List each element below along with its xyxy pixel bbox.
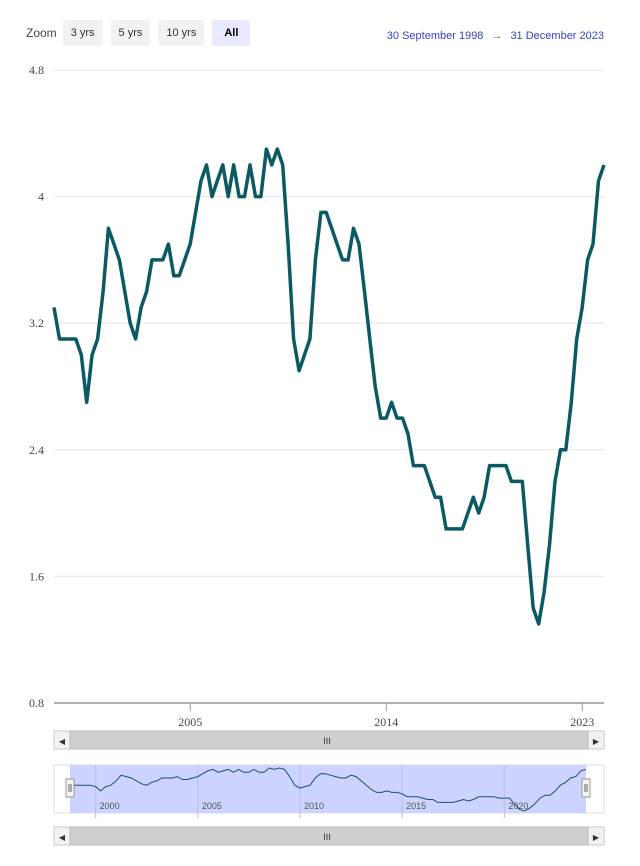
zoom-toolbar: Zoom 3 yrs 5 yrs 10 yrs All — [26, 19, 258, 47]
navigator[interactable]: 2000 2005 2010 2015 2020 — [53, 764, 605, 818]
navigator-scroll-left-arrow[interactable]: ◀ — [59, 833, 66, 842]
navigator-selection[interactable] — [70, 765, 586, 813]
scroll-left-arrow[interactable]: ◀ — [59, 737, 66, 746]
range-arrow: → — [491, 30, 503, 42]
navigator-scrollbar[interactable]: III ◀ ▶ — [53, 826, 605, 846]
navigator-scroll-right-arrow[interactable]: ▶ — [593, 833, 600, 842]
navigator-scrollbar-thumb[interactable] — [69, 826, 589, 846]
navigator-tick-label: 2020 — [508, 801, 528, 811]
scrollbar-thumb[interactable] — [69, 730, 589, 750]
date-range: 30 September 1998 → 31 December 2023 — [387, 30, 604, 42]
y-tick-label: 3.2 — [29, 316, 44, 330]
navigator-tick-label: 2010 — [304, 801, 324, 811]
navigator-scrollbar-grip: III — [323, 832, 331, 842]
y-tick-label: 4 — [38, 190, 44, 204]
range-from[interactable]: 30 September 1998 — [386, 30, 484, 42]
series-line[interactable] — [52, 147, 606, 626]
scrollbar-grip: III — [323, 736, 331, 746]
navigator-tick-label: 2015 — [406, 801, 426, 811]
navigator-tick-label: 2000 — [100, 801, 120, 811]
y-tick-label: 4.8 — [29, 63, 44, 77]
zoom-3yrs-button[interactable]: 3 yrs — [62, 20, 103, 46]
y-tick-label: 2.4 — [29, 443, 44, 457]
zoom-10yrs-button[interactable]: 10 yrs — [158, 20, 205, 46]
x-tick-label: 2005 — [178, 715, 202, 729]
y-tick-label: 1.6 — [29, 569, 44, 583]
navigator-right-handle[interactable] — [581, 778, 591, 798]
x-tick-label: 2023 — [570, 715, 594, 729]
gridlines — [54, 69, 604, 704]
y-axis: 0.8 1.6 2.4 3.2 4 4.8 — [29, 63, 44, 710]
navigator-line — [69, 767, 587, 812]
zoom-5yrs-button[interactable]: 5 yrs — [110, 20, 151, 46]
zoom-label: Zoom — [26, 26, 57, 40]
main-scrollbar[interactable]: III ◀ ▶ — [53, 730, 605, 750]
range-to[interactable]: 31 December 2023 — [510, 30, 604, 42]
zoom-all-button[interactable]: All — [212, 20, 251, 46]
navigator-left-handle[interactable] — [65, 778, 75, 798]
x-tick-label: 2014 — [374, 715, 398, 729]
x-axis: 2005 2014 2023 — [178, 703, 594, 729]
y-tick-label: 0.8 — [29, 696, 44, 710]
navigator-tick-label: 2005 — [202, 801, 222, 811]
series-group — [52, 147, 606, 626]
scroll-right-arrow[interactable]: ▶ — [593, 737, 600, 746]
